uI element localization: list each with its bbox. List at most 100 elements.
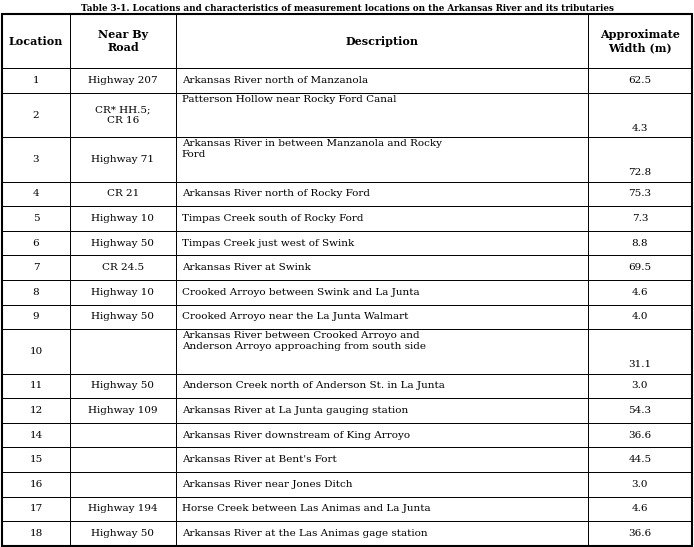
- Text: 3.0: 3.0: [632, 381, 648, 391]
- Bar: [70, 329, 176, 374]
- Bar: [176, 68, 588, 93]
- Bar: [176, 521, 588, 546]
- Text: 2: 2: [33, 110, 40, 120]
- Bar: [176, 423, 588, 447]
- Text: 14: 14: [29, 430, 42, 440]
- Text: Arkansas River at Swink: Arkansas River at Swink: [182, 263, 310, 272]
- Text: Near By
Road: Near By Road: [98, 30, 148, 53]
- Bar: [70, 255, 176, 280]
- Bar: [2, 329, 70, 374]
- Text: Crooked Arroyo between Swink and La Junta: Crooked Arroyo between Swink and La Junt…: [182, 288, 419, 297]
- Bar: [70, 374, 176, 398]
- Text: Arkansas River at Bent's Fort: Arkansas River at Bent's Fort: [182, 455, 337, 464]
- Text: Table 3-1. Locations and characteristics of measurement locations on the Arkansa: Table 3-1. Locations and characteristics…: [81, 4, 613, 13]
- Text: 7: 7: [33, 263, 40, 272]
- Text: Highway 50: Highway 50: [92, 238, 155, 248]
- Text: 69.5: 69.5: [628, 263, 652, 272]
- Bar: [588, 497, 692, 521]
- Bar: [70, 521, 176, 546]
- Text: 1: 1: [33, 76, 40, 85]
- Bar: [2, 280, 70, 305]
- Text: 3.0: 3.0: [632, 480, 648, 489]
- Text: 4.6: 4.6: [632, 504, 648, 514]
- Text: Arkansas River near Jones Ditch: Arkansas River near Jones Ditch: [182, 480, 352, 489]
- Bar: [588, 182, 692, 206]
- Text: Highway 71: Highway 71: [92, 155, 155, 164]
- Text: 36.6: 36.6: [628, 529, 652, 538]
- Text: Arkansas River north of Rocky Ford: Arkansas River north of Rocky Ford: [182, 189, 370, 199]
- Bar: [176, 182, 588, 206]
- Bar: [176, 206, 588, 231]
- Bar: [2, 231, 70, 255]
- Text: 15: 15: [29, 455, 42, 464]
- Text: Highway 50: Highway 50: [92, 529, 155, 538]
- Bar: [176, 137, 588, 182]
- Bar: [588, 231, 692, 255]
- Text: 5: 5: [33, 214, 40, 223]
- Bar: [70, 423, 176, 447]
- Bar: [2, 398, 70, 423]
- Bar: [588, 472, 692, 497]
- Bar: [2, 68, 70, 93]
- Text: 72.8: 72.8: [628, 168, 652, 177]
- Text: 75.3: 75.3: [628, 189, 652, 199]
- Text: 4.0: 4.0: [632, 312, 648, 322]
- Text: 18: 18: [29, 529, 42, 538]
- Text: 4.3: 4.3: [632, 124, 648, 133]
- Text: Arkansas River at La Junta gauging station: Arkansas River at La Junta gauging stati…: [182, 406, 408, 415]
- Text: 44.5: 44.5: [628, 455, 652, 464]
- Bar: [70, 206, 176, 231]
- Text: 8.8: 8.8: [632, 238, 648, 248]
- Text: 11: 11: [29, 381, 42, 391]
- Bar: [70, 182, 176, 206]
- Text: Patterson Hollow near Rocky Ford Canal: Patterson Hollow near Rocky Ford Canal: [182, 95, 396, 104]
- Text: 54.3: 54.3: [628, 406, 652, 415]
- Bar: [2, 497, 70, 521]
- Bar: [176, 447, 588, 472]
- Text: Anderson Creek north of Anderson St. in La Junta: Anderson Creek north of Anderson St. in …: [182, 381, 445, 391]
- Text: Highway 10: Highway 10: [92, 214, 155, 223]
- Text: Highway 194: Highway 194: [88, 504, 158, 514]
- Bar: [70, 280, 176, 305]
- Bar: [70, 93, 176, 137]
- Text: CR* HH.5;
CR 16: CR* HH.5; CR 16: [95, 106, 151, 125]
- Text: 10: 10: [29, 347, 42, 356]
- Bar: [2, 182, 70, 206]
- Bar: [2, 255, 70, 280]
- Text: Arkansas River in between Manzanola and Rocky
Ford: Arkansas River in between Manzanola and …: [182, 139, 441, 159]
- Bar: [176, 14, 588, 68]
- Bar: [70, 305, 176, 329]
- Text: Arkansas River between Crooked Arroyo and
Anderson Arroyo approaching from south: Arkansas River between Crooked Arroyo an…: [182, 331, 425, 351]
- Bar: [70, 398, 176, 423]
- Bar: [176, 255, 588, 280]
- Text: 31.1: 31.1: [628, 360, 652, 369]
- Bar: [70, 447, 176, 472]
- Bar: [70, 137, 176, 182]
- Bar: [2, 472, 70, 497]
- Bar: [588, 14, 692, 68]
- Bar: [588, 423, 692, 447]
- Text: Highway 109: Highway 109: [88, 406, 158, 415]
- Text: 12: 12: [29, 406, 42, 415]
- Text: 36.6: 36.6: [628, 430, 652, 440]
- Bar: [2, 423, 70, 447]
- Bar: [588, 398, 692, 423]
- Text: Highway 10: Highway 10: [92, 288, 155, 297]
- Bar: [588, 93, 692, 137]
- Bar: [588, 374, 692, 398]
- Bar: [70, 472, 176, 497]
- Bar: [176, 472, 588, 497]
- Bar: [2, 137, 70, 182]
- Bar: [176, 374, 588, 398]
- Text: Highway 50: Highway 50: [92, 381, 155, 391]
- Text: CR 24.5: CR 24.5: [102, 263, 144, 272]
- Text: 17: 17: [29, 504, 42, 514]
- Bar: [588, 255, 692, 280]
- Text: 9: 9: [33, 312, 40, 322]
- Text: Highway 207: Highway 207: [88, 76, 158, 85]
- Bar: [588, 280, 692, 305]
- Bar: [2, 305, 70, 329]
- Text: 6: 6: [33, 238, 40, 248]
- Bar: [176, 497, 588, 521]
- Bar: [2, 14, 70, 68]
